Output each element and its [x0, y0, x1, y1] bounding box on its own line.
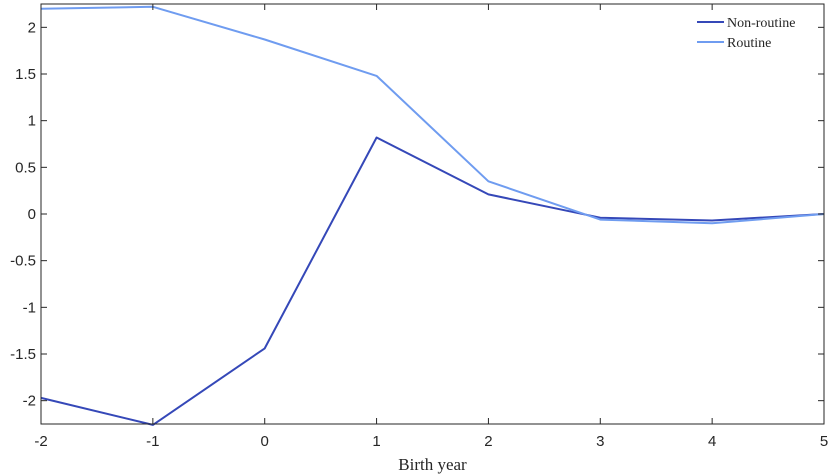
y-tick-label: 1.5 — [15, 66, 36, 83]
x-tick-label: 5 — [820, 433, 828, 450]
legend-label-2: Routine — [727, 36, 771, 51]
y-tick-label: 0.5 — [15, 159, 36, 176]
x-tick-label: 4 — [708, 433, 716, 450]
legend-label-1: Non-routine — [727, 16, 795, 31]
series-line-2 — [40, 5, 825, 225]
x-tick-label: 2 — [484, 433, 492, 450]
x-tick-label: 3 — [596, 433, 604, 450]
series-line-1 — [40, 136, 825, 426]
y-tick-label: -0.5 — [10, 253, 36, 270]
series-layer — [40, 5, 825, 426]
x-axis-title: Birth year — [398, 455, 467, 474]
y-tick-label: 1 — [28, 113, 36, 130]
x-tick-label: -1 — [146, 433, 159, 450]
x-tick-label: 0 — [261, 433, 269, 450]
y-tick-label: -1.5 — [10, 346, 36, 363]
x-tick-label: -2 — [34, 433, 47, 450]
x-axis: -2 -1 0 1 2 3 4 5 — [34, 4, 828, 450]
legend: Non-routine Routine — [697, 16, 795, 51]
y-tick-label: -1 — [23, 299, 36, 316]
y-tick-label: 0 — [28, 206, 36, 223]
y-axis: -2 -1.5 -1 -0.5 0 0.5 1 1.5 2 — [10, 19, 824, 410]
y-tick-label: -2 — [23, 393, 36, 410]
x-tick-label: 1 — [372, 433, 380, 450]
y-tick-label: 2 — [28, 19, 36, 36]
axes-box — [40, 3, 825, 425]
